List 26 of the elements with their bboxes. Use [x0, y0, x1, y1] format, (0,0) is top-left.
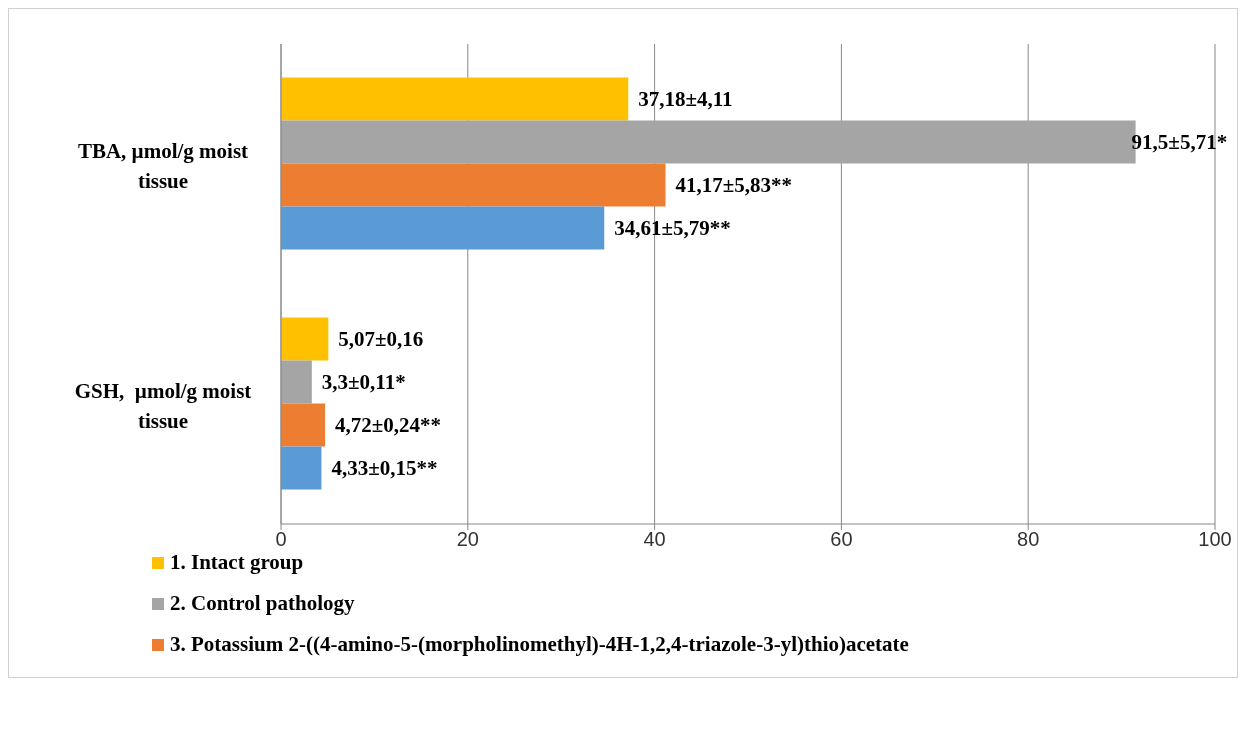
- data-label: 34,61±5,79**: [614, 216, 731, 241]
- legend-label: 2. Control pathology: [170, 591, 355, 616]
- data-label: 91,5±5,71*: [1131, 130, 1228, 155]
- bar: [281, 317, 329, 361]
- x-tick-label: 100: [1198, 528, 1232, 551]
- bar: [281, 446, 322, 490]
- x-tick-label: 80: [1017, 528, 1040, 551]
- data-label: 3,3±0,11*: [321, 370, 406, 395]
- data-label: 4,72±0,24**: [335, 413, 442, 438]
- x-tick-label: 40: [643, 528, 666, 551]
- bar: [281, 403, 326, 447]
- data-label: 4,33±0,15**: [331, 456, 438, 481]
- bar: [281, 163, 666, 207]
- data-label: 5,07±0,16: [338, 327, 424, 352]
- data-label: 37,18±4,11: [638, 87, 733, 112]
- legend-label: 1. Intact group: [170, 550, 304, 575]
- x-tick-label: 0: [275, 528, 287, 551]
- bar: [281, 77, 629, 121]
- data-label: 41,17±5,83**: [675, 173, 793, 198]
- bar: [281, 360, 312, 404]
- x-tick-label: 60: [830, 528, 853, 551]
- y-tick-label: TBA, µmol/g moist tissue: [77, 139, 249, 193]
- y-tick-label: GSH, µmol/g moist tissue: [74, 379, 252, 433]
- x-tick-label: 20: [456, 528, 479, 551]
- legend-label: 3. Potassium 2-((4-amino-5-(morpholinomethyl)-4H-1,2,4-triazole-3-yl)thio)acetate: [170, 632, 909, 657]
- bar: [281, 206, 605, 250]
